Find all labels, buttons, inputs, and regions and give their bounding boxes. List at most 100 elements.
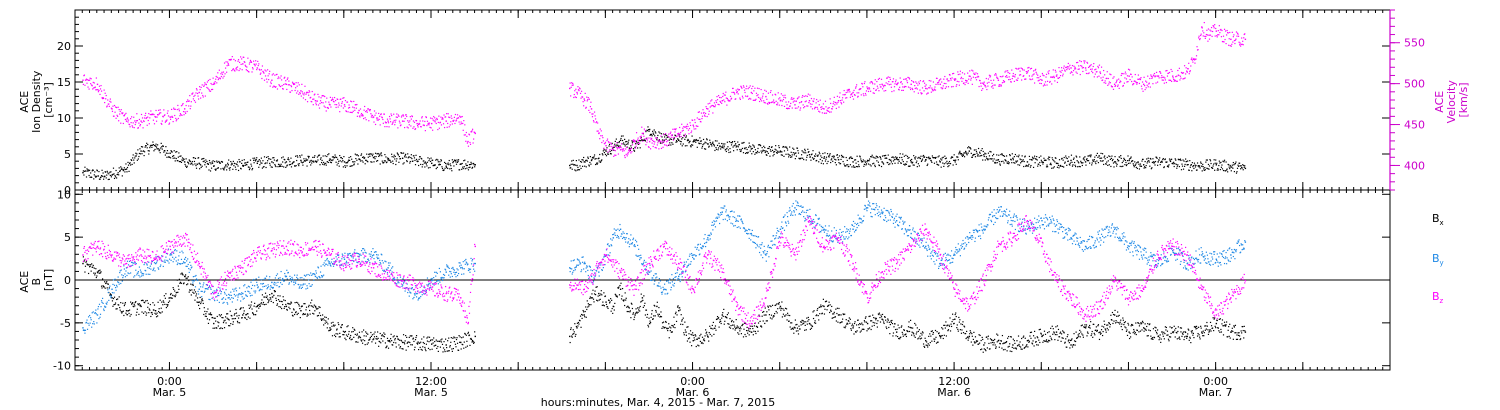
density-point: [980, 155, 982, 157]
velocity-point: [747, 88, 749, 90]
density-axis-title-line-2: Ion Density: [30, 70, 43, 133]
density-point: [786, 147, 788, 150]
density-point: [198, 162, 200, 165]
velocity-point: [142, 127, 144, 129]
density-point: [175, 157, 177, 160]
density-point: [119, 170, 121, 173]
density-point: [119, 170, 121, 172]
velocity-point: [1000, 85, 1002, 87]
density-point: [719, 145, 721, 147]
density-point: [1213, 163, 1215, 165]
density-point: [1187, 160, 1189, 162]
density-point: [837, 157, 839, 159]
density-point: [701, 145, 704, 148]
density-point: [987, 152, 990, 154]
velocity-point: [447, 113, 449, 115]
velocity-point: [667, 135, 669, 138]
density-point: [1183, 165, 1186, 167]
velocity-point: [901, 89, 903, 92]
density-point: [715, 148, 718, 150]
density-point: [461, 162, 463, 165]
density-point: [326, 161, 328, 163]
velocity-point: [887, 76, 889, 78]
density-point: [576, 169, 579, 171]
velocity-point: [712, 105, 714, 107]
velocity-point: [962, 77, 964, 80]
density-point: [103, 178, 105, 180]
velocity-point: [466, 142, 469, 144]
velocity-point: [1118, 78, 1120, 80]
velocity-point: [302, 93, 304, 95]
density-point: [284, 159, 286, 161]
velocity-point: [796, 107, 798, 109]
density-point: [1213, 159, 1215, 161]
velocity-point: [819, 111, 821, 113]
velocity-point: [744, 91, 746, 94]
velocity-point: [640, 137, 642, 140]
velocity-point: [1214, 35, 1216, 37]
density-point: [691, 135, 693, 137]
density-point: [425, 163, 428, 165]
density-point: [94, 175, 96, 177]
velocity-point: [687, 129, 690, 131]
density-point: [401, 157, 404, 159]
density-point: [1210, 162, 1212, 165]
velocity-point: [1078, 68, 1080, 70]
velocity-point: [406, 126, 408, 128]
velocity-point: [806, 95, 808, 98]
density-point: [474, 164, 476, 166]
velocity-point: [382, 122, 384, 124]
velocity-point: [923, 90, 925, 92]
density-point: [878, 164, 881, 167]
density-point: [1129, 162, 1131, 164]
velocity-point: [1094, 69, 1096, 71]
density-point: [1156, 157, 1158, 159]
density-point: [249, 167, 251, 169]
velocity-point: [89, 77, 91, 79]
velocity-point: [630, 152, 632, 154]
velocity-point: [413, 126, 415, 128]
density-point: [973, 149, 976, 151]
velocity-point: [209, 90, 212, 92]
velocity-point: [656, 137, 658, 139]
velocity-point: [334, 103, 336, 106]
density-point: [265, 156, 268, 159]
x-tick-label-date: Mar. 5: [153, 386, 187, 399]
density-point: [92, 169, 94, 171]
velocity-point: [950, 86, 953, 88]
density-point: [204, 164, 206, 166]
density-point: [1041, 161, 1043, 163]
density-point: [1244, 167, 1247, 170]
velocity-point: [350, 111, 352, 114]
velocity-point: [367, 108, 369, 110]
density-point: [1112, 158, 1114, 161]
velocity-point: [1148, 83, 1150, 85]
velocity-point: [109, 100, 111, 102]
density-point: [587, 156, 589, 158]
density-point: [594, 163, 597, 166]
density-point: [995, 159, 997, 161]
x-tick-label-time: 0:00: [1203, 375, 1228, 388]
density-point: [206, 160, 208, 163]
velocity-point: [353, 107, 355, 109]
velocity-point: [906, 80, 908, 82]
velocity-point: [1097, 65, 1099, 68]
density-point: [200, 166, 202, 169]
velocity-point: [718, 104, 720, 106]
velocity-point: [216, 76, 218, 78]
density-point: [353, 163, 355, 165]
density-point: [429, 166, 431, 169]
density-point: [926, 164, 928, 167]
velocity-point: [910, 83, 912, 86]
density-point: [405, 153, 407, 156]
density-point: [136, 159, 138, 161]
velocity-point: [473, 138, 475, 140]
density-point: [1077, 161, 1079, 163]
density-point: [1031, 159, 1033, 161]
velocity-point: [234, 60, 237, 62]
density-point: [821, 156, 823, 159]
velocity-point: [147, 119, 149, 122]
density-point: [1156, 164, 1159, 166]
density-point: [740, 150, 742, 153]
b-axis-title-line-3: [nT]: [42, 269, 55, 291]
